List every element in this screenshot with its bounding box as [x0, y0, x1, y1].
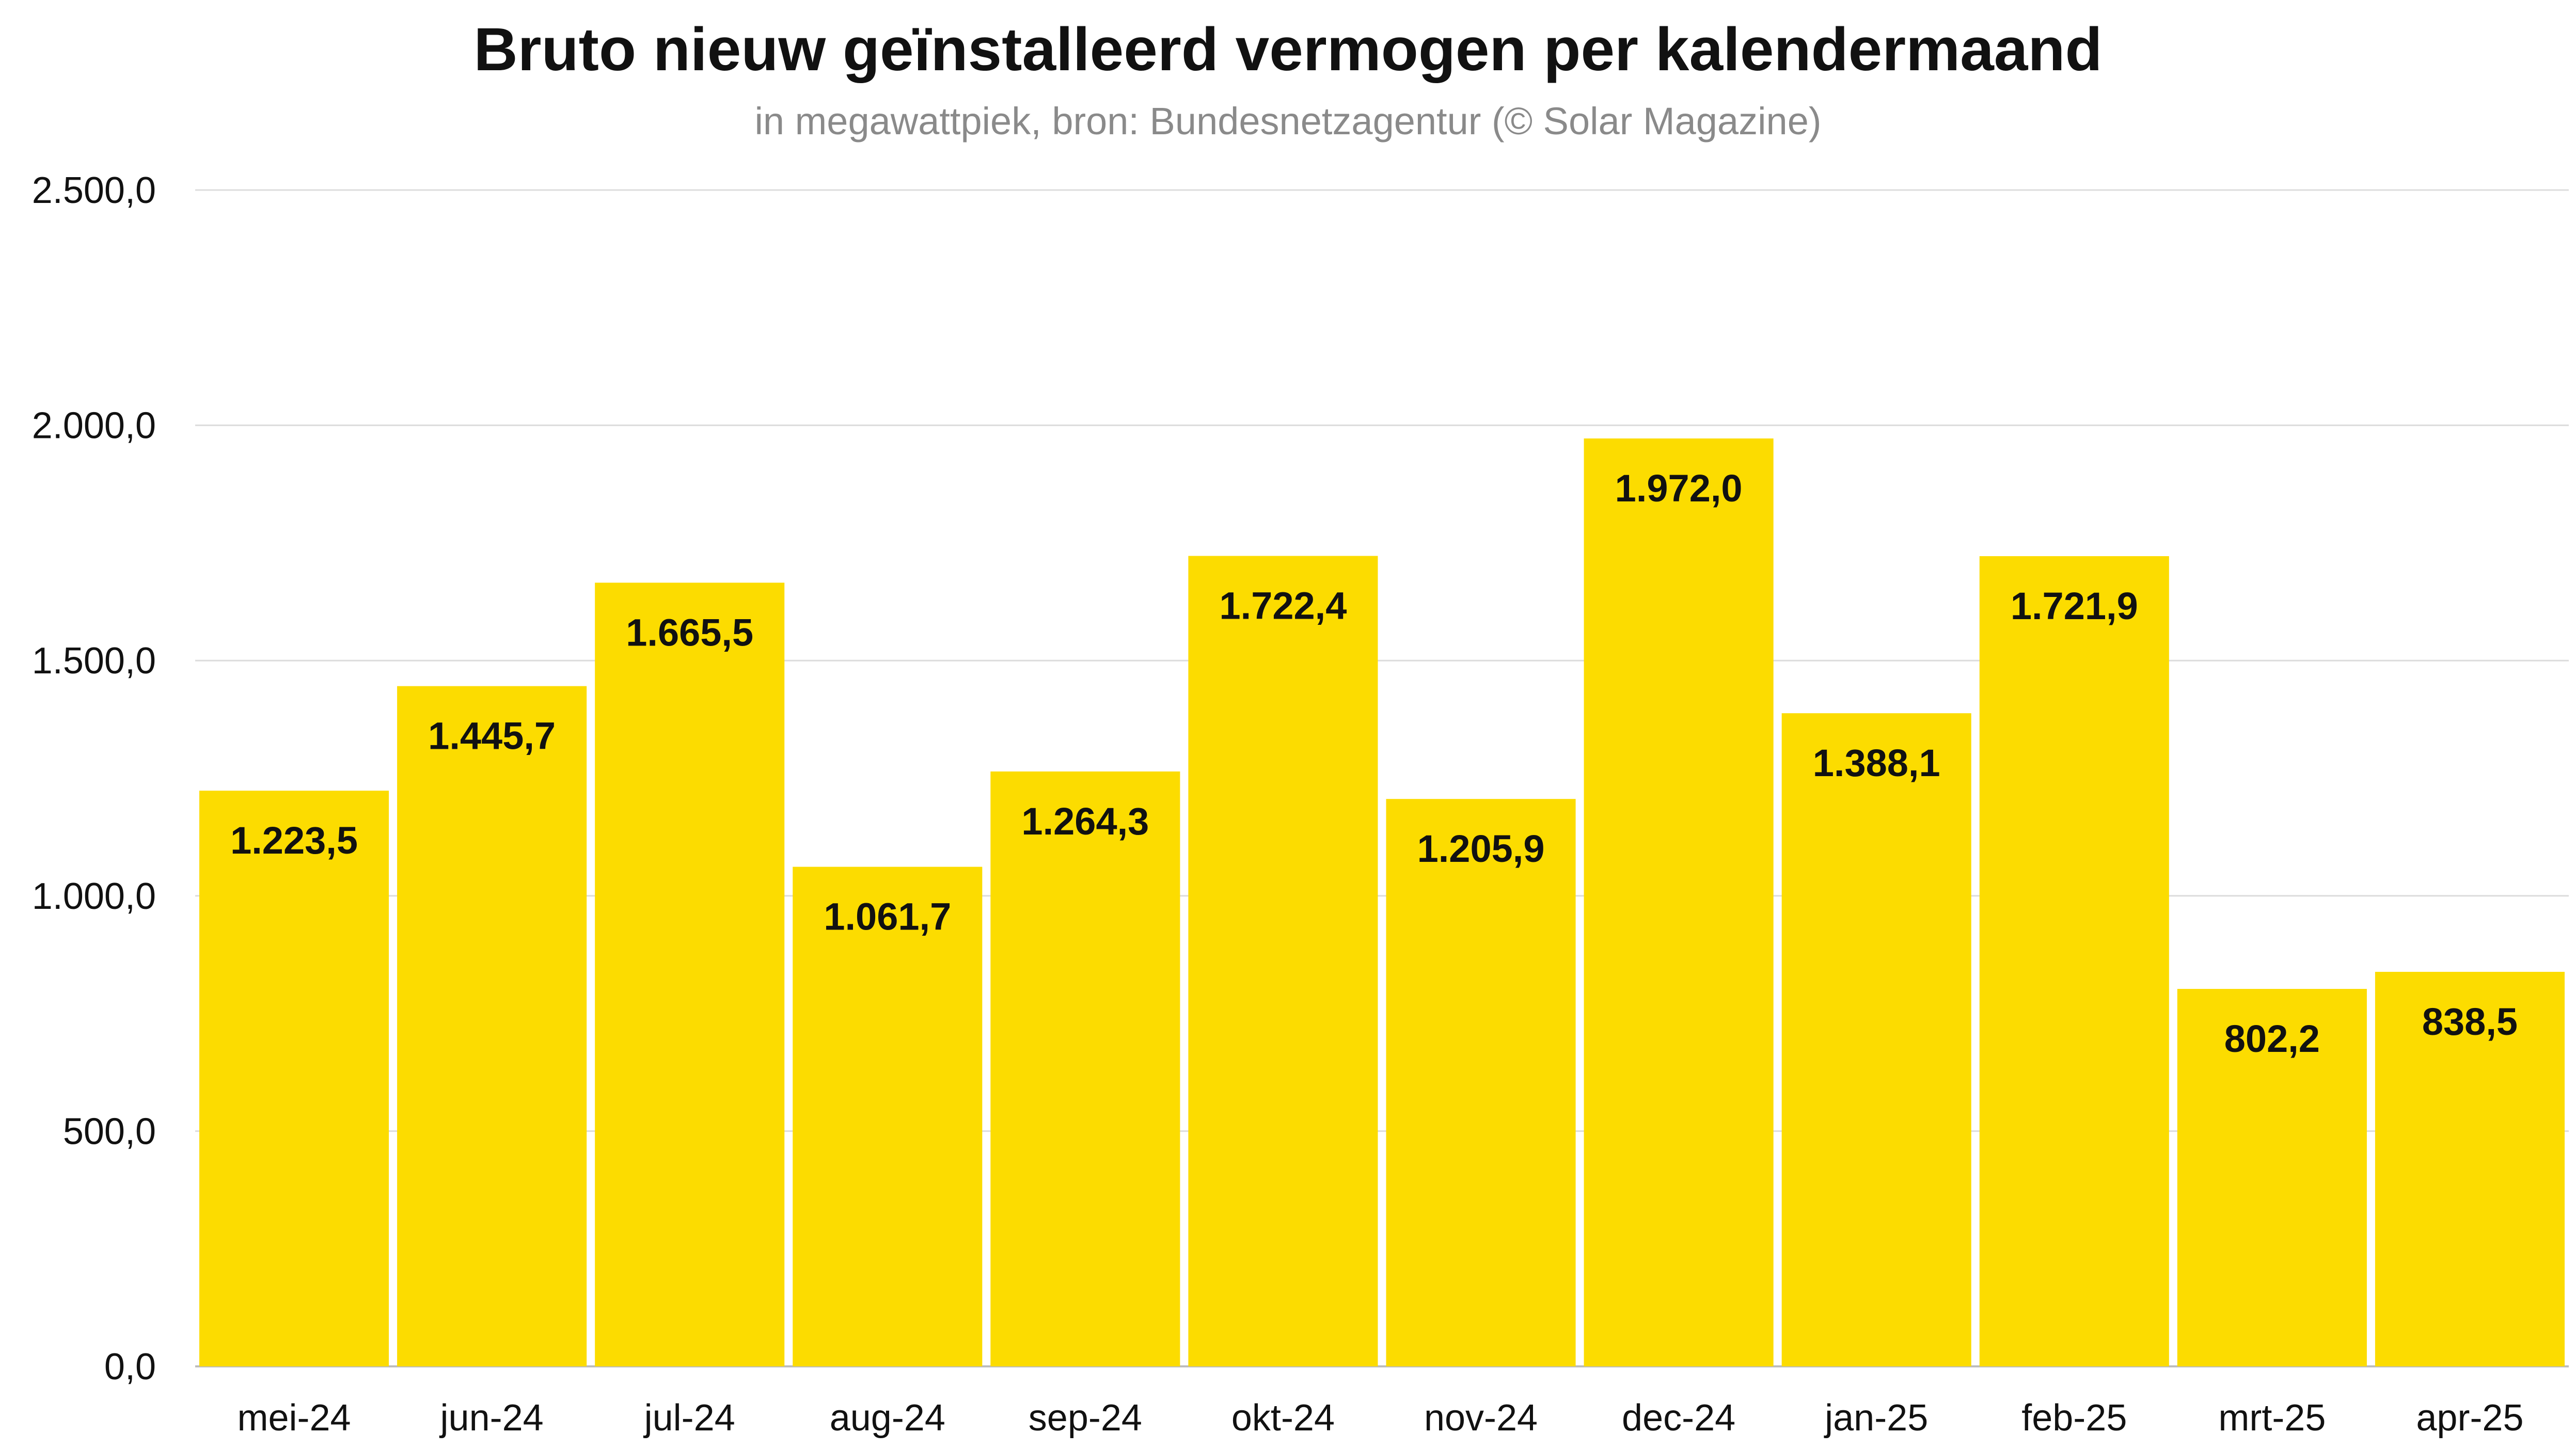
x-tick-label: aug-24 [830, 1397, 945, 1439]
x-tick-label: jul-24 [643, 1397, 735, 1439]
y-tick-label: 2.000,0 [32, 405, 156, 447]
y-tick-label: 0,0 [104, 1346, 156, 1388]
y-tick-label: 500,0 [63, 1111, 156, 1152]
y-tick-label: 1.000,0 [32, 876, 156, 917]
chart-title: Bruto nieuw geïnstalleerd vermogen per k… [473, 15, 2103, 84]
x-tick-label: sep-24 [1029, 1397, 1142, 1439]
data-label: 1.665,5 [626, 611, 753, 654]
data-label: 1.972,0 [1615, 467, 1743, 510]
x-tick-label: apr-25 [2416, 1397, 2523, 1439]
gridlines [195, 189, 2569, 1367]
x-axis-ticks: mei-24 jun-24 jul-24 aug-24 sep-24 okt-24 nov-… [238, 1397, 2524, 1439]
data-label: 838,5 [2422, 1000, 2518, 1043]
y-tick-label: 1.500,0 [32, 640, 156, 682]
data-labels: 1.223,5 1.445,7 1.665,5 1.061,7 1.264,3 1.722… [230, 467, 2518, 1060]
bar-jun-24 [397, 686, 587, 1366]
bar-okt-24 [1188, 556, 1378, 1366]
bar-feb-25 [1979, 556, 2169, 1366]
data-label: 1.722,4 [1220, 585, 1347, 627]
bar-sep-24 [990, 771, 1180, 1366]
bar-dec-24 [1584, 438, 1774, 1367]
bar-jul-24 [595, 582, 785, 1366]
x-tick-label: nov-24 [1424, 1397, 1538, 1439]
y-axis-ticks: 0,0 500,0 1.000,0 1.500,0 2.000,0 2.500,0 [32, 170, 156, 1388]
bar-nov-24 [1386, 799, 1576, 1366]
y-tick-label: 2.500,0 [32, 170, 156, 211]
data-label: 1.264,3 [1021, 800, 1149, 843]
bar-apr-25 [2375, 971, 2565, 1366]
bar-aug-24 [793, 867, 983, 1366]
data-label: 1.445,7 [428, 715, 556, 758]
bars [199, 438, 2565, 1367]
chart-subtitle: in megawattpiek, bron: Bundesnetzagentur… [754, 100, 1822, 143]
data-label: 1.205,9 [1417, 827, 1545, 870]
data-label: 1.061,7 [824, 895, 951, 938]
data-label: 802,2 [2224, 1017, 2320, 1060]
x-tick-label: okt-24 [1231, 1397, 1335, 1439]
data-label: 1.721,9 [2011, 585, 2138, 627]
bar-jan-25 [1781, 713, 1971, 1366]
x-tick-label: feb-25 [2021, 1397, 2127, 1439]
data-label: 1.388,1 [1813, 742, 1940, 784]
x-tick-label: jun-24 [439, 1397, 544, 1439]
data-label: 1.223,5 [230, 819, 358, 862]
x-tick-label: dec-24 [1622, 1397, 1735, 1439]
bar-mei-24 [199, 791, 389, 1366]
x-tick-label: mrt-25 [2218, 1397, 2326, 1439]
x-tick-label: jan-25 [1824, 1397, 1928, 1439]
x-tick-label: mei-24 [238, 1397, 351, 1439]
bar-mrt-25 [2177, 989, 2367, 1366]
